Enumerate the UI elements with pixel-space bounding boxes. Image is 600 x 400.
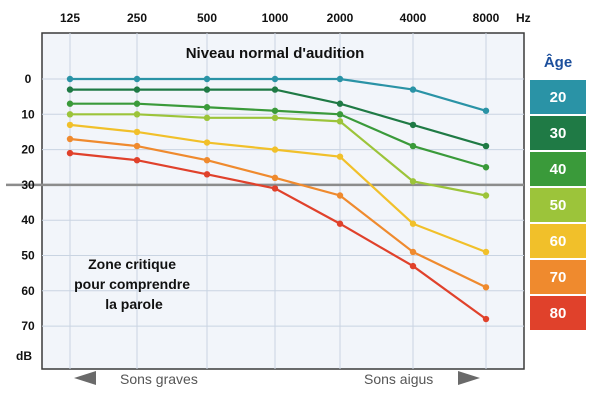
annotation-line-2: pour comprendre xyxy=(74,276,190,292)
data-point-30 xyxy=(66,86,74,93)
y-tick-label: 10 xyxy=(21,107,35,121)
plot-area xyxy=(41,32,525,370)
legend-title: Âge xyxy=(543,54,573,71)
data-point-20 xyxy=(409,86,417,93)
data-point-60 xyxy=(133,128,141,136)
x-tick-label: 2000 xyxy=(327,11,354,25)
data-point-30 xyxy=(203,86,211,93)
x-tick-label: 8000 xyxy=(473,11,500,25)
x-tick-label: 500 xyxy=(197,11,217,25)
data-point-20 xyxy=(482,107,490,114)
data-point-40 xyxy=(271,107,279,114)
data-point-50 xyxy=(482,192,490,199)
data-point-70 xyxy=(271,174,279,182)
data-point-60 xyxy=(336,153,344,160)
data-point-50 xyxy=(271,114,279,122)
data-point-70 xyxy=(66,135,74,143)
data-point-40 xyxy=(336,111,344,118)
critical-zone-annotation: Zone critique pour comprendre la parole xyxy=(74,256,194,312)
data-point-40 xyxy=(482,164,490,171)
data-point-60 xyxy=(271,146,279,153)
data-point-20 xyxy=(271,75,279,83)
annotation-line-3: la parole xyxy=(105,296,163,312)
legend-item-70: 70 xyxy=(530,260,586,294)
x-ticks: 125 250 500 1000 2000 4000 8000 xyxy=(60,11,500,25)
data-point-20 xyxy=(133,75,141,83)
data-point-80 xyxy=(336,220,344,227)
data-point-30 xyxy=(482,142,490,150)
data-point-80 xyxy=(409,262,417,270)
data-point-60 xyxy=(409,220,417,227)
data-point-70 xyxy=(482,284,490,291)
legend-item-50: 50 xyxy=(530,188,586,222)
legend-item-30: 30 xyxy=(530,116,586,150)
legend-item-80: 80 xyxy=(530,296,586,330)
data-point-80 xyxy=(203,171,211,178)
series-group xyxy=(66,75,490,323)
data-point-60 xyxy=(482,248,490,256)
data-point-40 xyxy=(203,104,211,111)
data-point-30 xyxy=(336,100,344,107)
data-point-60 xyxy=(66,121,74,129)
data-point-80 xyxy=(271,185,279,192)
data-point-70 xyxy=(409,248,417,256)
x-tick-label: 4000 xyxy=(400,11,427,25)
data-point-30 xyxy=(409,121,417,129)
data-point-40 xyxy=(66,100,74,107)
data-point-80 xyxy=(66,149,74,157)
y-tick-label: 50 xyxy=(21,249,35,263)
legend-item-40: 40 xyxy=(530,152,586,186)
high-sounds-label: Sons aigus xyxy=(364,371,433,387)
data-point-30 xyxy=(133,86,141,93)
y-tick-label: 40 xyxy=(21,213,35,227)
data-point-50 xyxy=(203,114,211,122)
legend-item-20: 20 xyxy=(530,80,586,114)
data-point-50 xyxy=(409,178,417,185)
annotation-line-1: Zone critique xyxy=(88,256,176,272)
data-point-80 xyxy=(133,156,141,164)
y-unit-label: dB xyxy=(16,349,32,363)
y-tick-label: 70 xyxy=(21,319,35,333)
data-point-50 xyxy=(133,111,141,118)
y-tick-label: 20 xyxy=(21,143,35,157)
x-tick-label: 1000 xyxy=(262,11,289,25)
data-point-20 xyxy=(66,75,74,83)
data-point-30 xyxy=(271,86,279,93)
data-point-70 xyxy=(336,192,344,199)
right-arrow-icon xyxy=(458,371,480,385)
legend-items: 20 30 40 50 60 70 80 xyxy=(530,80,586,330)
x-tick-label: 250 xyxy=(127,11,147,25)
y-tick-label: 60 xyxy=(21,284,35,298)
age-legend: Âge 20 30 40 50 60 70 80 xyxy=(530,54,586,332)
data-point-70 xyxy=(133,142,141,150)
data-point-60 xyxy=(203,139,211,146)
data-point-50 xyxy=(66,111,74,118)
y-ticks: 0 10 20 30 40 50 60 70 xyxy=(21,72,35,333)
y-tick-label: 30 xyxy=(21,178,35,192)
data-point-20 xyxy=(203,75,211,83)
chart-title: Niveau normal d'audition xyxy=(186,45,365,62)
x-tick-label: 125 xyxy=(60,11,80,25)
data-point-80 xyxy=(482,315,490,323)
legend-item-60: 60 xyxy=(530,224,586,258)
y-tick-label: 0 xyxy=(25,72,32,86)
low-sounds-label: Sons graves xyxy=(120,371,198,387)
data-point-20 xyxy=(336,75,344,83)
x-unit-label: Hz xyxy=(516,11,531,25)
data-point-40 xyxy=(409,142,417,150)
data-point-70 xyxy=(203,156,211,164)
left-arrow-icon xyxy=(74,371,96,385)
data-point-40 xyxy=(133,100,141,107)
data-point-50 xyxy=(336,118,344,125)
